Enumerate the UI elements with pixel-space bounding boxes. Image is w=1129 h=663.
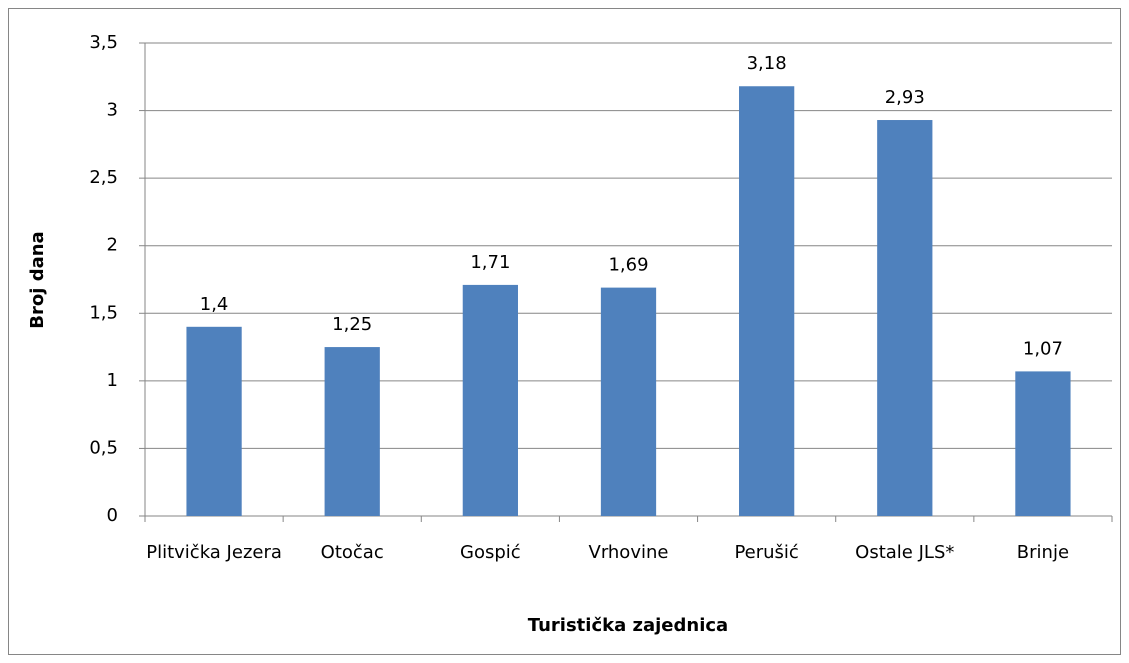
x-tick-label: Otočac <box>320 542 384 563</box>
x-tick-label: Vrhovine <box>588 542 669 563</box>
x-tick-label: Plitvička Jezera <box>146 542 282 563</box>
data-label: 1,71 <box>470 252 510 273</box>
bar <box>877 120 933 516</box>
y-tick-label: 0 <box>107 505 118 526</box>
y-tick-label: 0,5 <box>89 437 118 458</box>
bar <box>462 284 518 516</box>
bar <box>324 347 380 516</box>
y-tick-label: 2 <box>107 235 118 256</box>
bar <box>186 326 242 516</box>
y-tick-label: 1 <box>107 370 118 391</box>
y-tick-label: 2,5 <box>89 167 118 188</box>
data-label: 1,4 <box>200 294 229 315</box>
x-axis-title: Turistička zajednica <box>528 615 728 636</box>
data-label: 1,07 <box>1023 338 1063 359</box>
data-label: 1,69 <box>608 255 648 276</box>
bar <box>600 287 657 516</box>
data-label: 3,18 <box>747 53 787 74</box>
y-tick-label: 3 <box>107 100 118 121</box>
bar <box>739 86 795 516</box>
x-tick-label: Brinje <box>1016 542 1070 563</box>
y-axis-title: Broj dana <box>27 231 48 328</box>
x-tick-label: Ostale JLS* <box>855 542 955 563</box>
bar <box>1015 371 1071 516</box>
y-tick-label: 1,5 <box>89 302 118 323</box>
y-tick-label: 3,5 <box>89 32 118 53</box>
data-label: 2,93 <box>885 87 925 108</box>
x-tick-label: Perušić <box>734 542 799 563</box>
data-label: 1,25 <box>332 314 372 335</box>
x-tick-label: Gospić <box>460 542 521 563</box>
